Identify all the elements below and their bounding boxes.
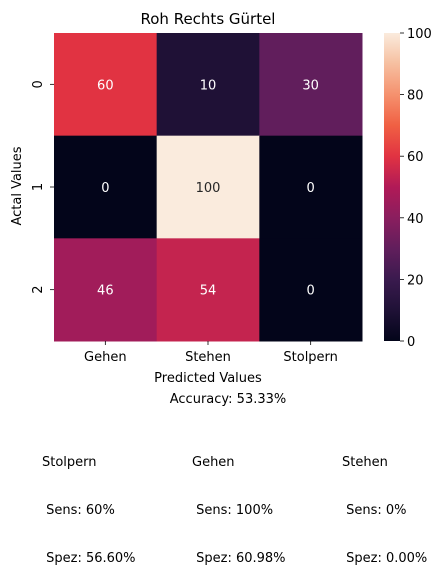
x-axis: Gehen Stehen Stolpern	[84, 341, 338, 365]
heatmap-cell	[259, 33, 363, 137]
stats-class-name: Gehen	[192, 455, 235, 470]
heatmap-cells: 60 10 30 0 100 0 46 54 0	[54, 33, 363, 342]
heatmap-cell	[156, 135, 260, 239]
colorbar-ticks: 0 20 40 60 80 100	[400, 27, 432, 350]
stats-specificity: Spez: 0.00%	[342, 551, 428, 566]
y-axis: 0 1 2	[31, 80, 54, 294]
cell-value-label: 0	[307, 181, 315, 196]
colorbar-tick-label: 20	[407, 273, 424, 288]
stats-class-name: Stolpern	[42, 455, 97, 470]
cell-value-label: 46	[97, 284, 114, 299]
stats-class-name: Stehen	[342, 455, 388, 470]
stats-specificity: Spez: 56.60%	[42, 551, 136, 566]
colorbar-tick-label: 80	[407, 89, 424, 104]
stats-stolpern: Stolpern Sens: 60% Spez: 56.60%	[42, 423, 136, 583]
heatmap-cell	[259, 135, 363, 239]
x-tick-label: Gehen	[84, 350, 127, 365]
cell-value-label: 60	[97, 78, 114, 93]
heatmap-cell	[54, 135, 158, 239]
cell-value-label: 54	[200, 284, 217, 299]
x-tick-label: Stehen	[185, 350, 231, 365]
stats-specificity: Spez: 60.98%	[192, 551, 286, 566]
colorbar	[384, 33, 400, 341]
cell-value-label: 10	[200, 78, 217, 93]
heatmap-cell	[54, 238, 158, 342]
heatmap-cell	[156, 238, 260, 342]
x-axis-label: Predicted Values	[154, 371, 262, 386]
colorbar-tick-label: 40	[407, 212, 424, 227]
chart-title: Roh Rechts Gürtel	[141, 10, 276, 28]
heatmap-cell	[259, 238, 363, 342]
cell-value-label: 0	[101, 181, 109, 196]
stats-stehen: Stehen Sens: 0% Spez: 0.00%	[342, 423, 427, 583]
stats-gehen: Gehen Sens: 100% Spez: 60.98%	[192, 423, 286, 583]
cell-value-label: 30	[302, 78, 319, 93]
y-tick-label: 1	[31, 183, 46, 191]
y-axis-label: Actal Values	[10, 146, 25, 225]
cell-value-label: 0	[307, 284, 315, 299]
stats-sensitivity: Sens: 100%	[192, 503, 274, 518]
y-tick-label: 2	[31, 286, 46, 294]
x-tick-label: Stolpern	[283, 350, 338, 365]
cell-value-label: 100	[196, 181, 221, 196]
colorbar-tick-label: 60	[407, 150, 424, 165]
heatmap-cell	[54, 33, 158, 137]
heatmap-cell	[156, 33, 260, 137]
y-tick-label: 0	[31, 80, 46, 88]
accuracy-text: Accuracy: 53.33%	[170, 392, 287, 407]
stats-sensitivity: Sens: 60%	[42, 503, 115, 518]
confusion-matrix-chart: Roh Rechts Gürtel 60 10 300 100 046 54 0 Gehen…	[10, 10, 432, 407]
colorbar-tick-label: 0	[407, 335, 415, 350]
colorbar-tick-label: 100	[407, 27, 432, 42]
stats-sensitivity: Sens: 0%	[342, 503, 407, 518]
